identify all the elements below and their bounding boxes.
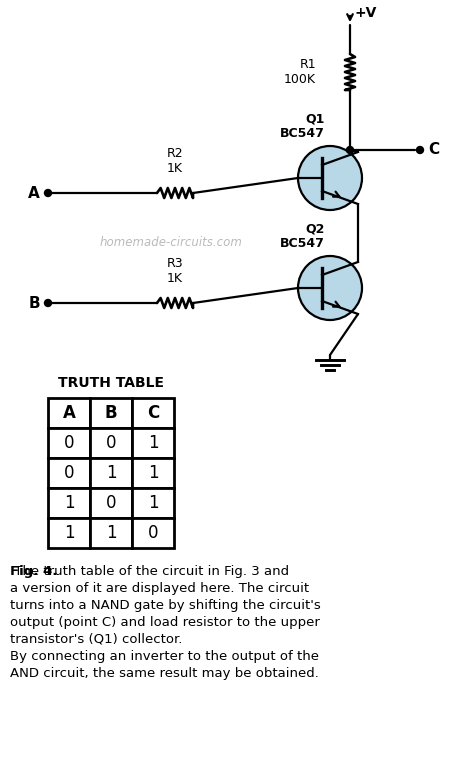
- Text: B: B: [28, 296, 40, 310]
- Text: 0: 0: [64, 464, 74, 482]
- Ellipse shape: [298, 146, 362, 210]
- Text: The truth table of the circuit in Fig. 3 and
a version of it are displayed here.: The truth table of the circuit in Fig. 3…: [10, 565, 321, 680]
- Bar: [48, 428, 90, 458]
- Text: A: A: [28, 185, 40, 200]
- Bar: [132, 428, 174, 458]
- Text: 1: 1: [64, 524, 74, 542]
- Text: R2
1K: R2 1K: [167, 147, 183, 175]
- Ellipse shape: [298, 256, 362, 320]
- Text: Q2
BC547: Q2 BC547: [280, 222, 325, 250]
- Bar: [132, 398, 174, 428]
- Text: C: C: [147, 404, 159, 422]
- Bar: [132, 458, 174, 488]
- Text: 0: 0: [106, 494, 116, 512]
- Bar: [48, 398, 90, 428]
- Text: B: B: [105, 404, 117, 422]
- Bar: [90, 488, 132, 518]
- Text: +V: +V: [354, 6, 377, 20]
- Text: 1: 1: [106, 464, 116, 482]
- Text: 1: 1: [106, 524, 116, 542]
- Bar: [132, 488, 174, 518]
- Text: 0: 0: [106, 434, 116, 452]
- Text: 0: 0: [148, 524, 158, 542]
- Circle shape: [44, 190, 52, 197]
- Text: 1: 1: [148, 494, 158, 512]
- Bar: [90, 428, 132, 458]
- Bar: [132, 518, 174, 548]
- Bar: [90, 458, 132, 488]
- Text: 1: 1: [148, 464, 158, 482]
- Text: 1: 1: [148, 434, 158, 452]
- Text: R1
100K: R1 100K: [284, 58, 316, 86]
- Bar: [48, 518, 90, 548]
- Text: C: C: [428, 142, 439, 158]
- Text: Q1
BC547: Q1 BC547: [280, 112, 325, 140]
- Bar: [48, 458, 90, 488]
- Text: Fig. 4.: Fig. 4.: [10, 565, 57, 578]
- Bar: [90, 398, 132, 428]
- Text: homemade-circuits.com: homemade-circuits.com: [100, 236, 243, 249]
- Text: 0: 0: [64, 434, 74, 452]
- Text: A: A: [62, 404, 75, 422]
- Text: R3
1K: R3 1K: [167, 257, 183, 285]
- Bar: [48, 488, 90, 518]
- Bar: [90, 518, 132, 548]
- Text: 1: 1: [64, 494, 74, 512]
- Circle shape: [347, 146, 354, 153]
- Circle shape: [417, 146, 424, 153]
- Circle shape: [44, 299, 52, 306]
- Text: TRUTH TABLE: TRUTH TABLE: [58, 376, 164, 390]
